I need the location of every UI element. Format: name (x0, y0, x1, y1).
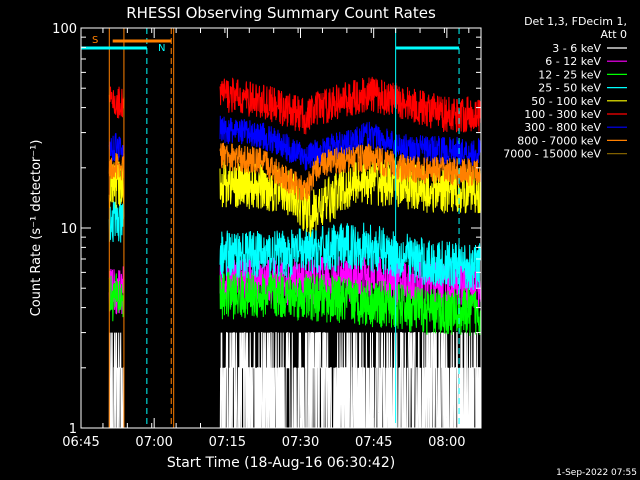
series-100-300kev (108, 76, 482, 135)
chart-title: RHESSI Observing Summary Count Rates (126, 4, 436, 22)
x-tick-label: 06:45 (62, 435, 99, 450)
series-800-7000kev (108, 142, 482, 202)
x-axis-label: Start Time (18-Aug-16 06:30:42) (167, 455, 395, 471)
legend-entry-label: 100 - 300 keV (524, 108, 601, 121)
y-tick-label: 10 (60, 222, 77, 237)
x-tick-label: 07:30 (282, 435, 319, 450)
y-tick-label: 100 (52, 22, 77, 37)
legend-entry-label: 300 - 800 keV (524, 121, 601, 134)
x-tick-label: 07:00 (135, 435, 172, 450)
series-25-50kev (108, 198, 482, 291)
legend-header-line2: Att 0 (601, 28, 627, 41)
series-trace (108, 198, 125, 243)
series-trace (219, 115, 482, 171)
legend-entry-label: 7000 - 15000 keV (503, 148, 601, 161)
series-trace (219, 142, 482, 202)
y-tick-label: 1 (69, 422, 77, 437)
series-trace (108, 152, 125, 181)
legend-entry-label: 6 - 12 keV (545, 55, 601, 68)
legend-entry-label: 800 - 7000 keV (517, 134, 601, 147)
series-trace (108, 273, 125, 322)
legend-entry-label: 3 - 6 keV (552, 42, 601, 55)
legend-entry-label: 50 - 100 keV (531, 95, 601, 108)
axes-layer: 1 10 100 06:45 07:00 07:15 07:30 07:45 08:00 (52, 22, 481, 450)
legend-header-line1: Det 1,3, FDecim 1, (524, 15, 627, 28)
series-trace (219, 222, 482, 291)
series-trace (219, 76, 482, 135)
legend-entry-label: 12 - 25 keV (538, 68, 601, 81)
overlay-layer: SN (81, 28, 460, 428)
series-12-25kev (108, 271, 482, 336)
x-tick-label: 08:00 (428, 435, 465, 450)
series-trace (108, 86, 125, 119)
footer-timestamp: 1-Sep-2022 07:55 (556, 468, 637, 478)
series-trace (219, 271, 482, 336)
n-label: N (158, 43, 165, 54)
x-tick-label: 07:15 (209, 435, 246, 450)
series-trace (219, 158, 482, 237)
s-label: S (92, 35, 98, 46)
y-axis-label: Count Rate (s⁻¹ detector⁻¹) (29, 140, 44, 317)
x-tick-label: 07:45 (355, 435, 392, 450)
legend-entry-label: 25 - 50 keV (538, 82, 601, 95)
